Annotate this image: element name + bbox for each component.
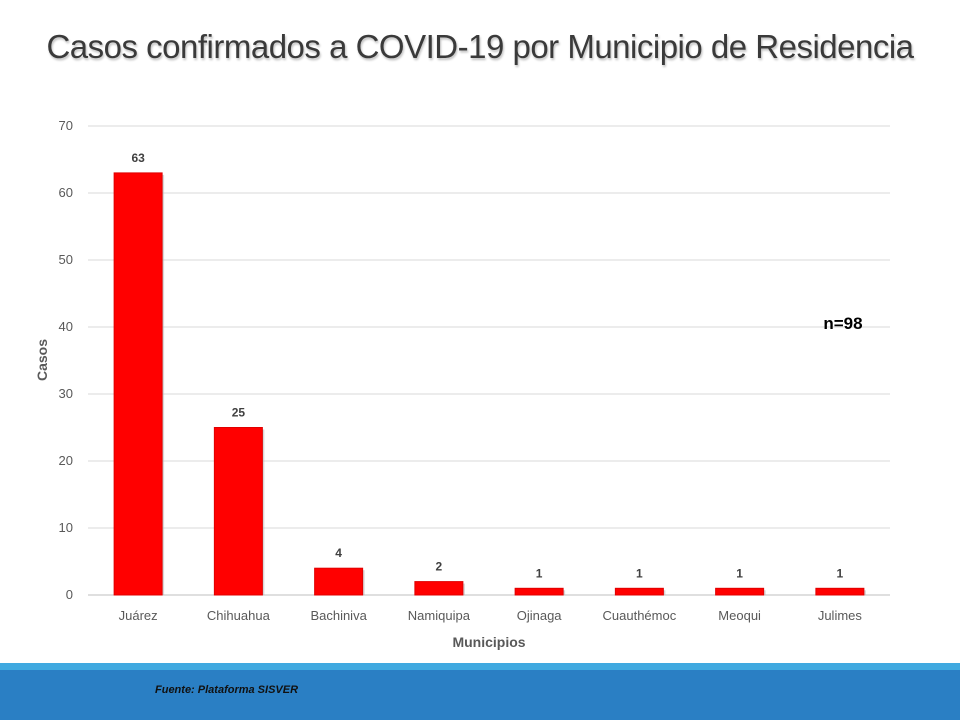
- gridlines: [88, 125, 890, 596]
- y-tick-label: 60: [59, 185, 73, 200]
- x-tick-label: Namiquipa: [408, 608, 471, 623]
- source-note: Fuente: Plataforma SISVER: [155, 684, 299, 696]
- y-tick-label: 30: [59, 386, 73, 401]
- x-tick-label: Bachiniva: [310, 608, 367, 623]
- y-tick-label: 50: [59, 252, 73, 267]
- bar-chart: 0 10 20 30 40 50 60 70 63 25 4 2 1 1 1 1 Juárez Chihuah…: [34, 118, 890, 650]
- bar: [213, 427, 263, 596]
- x-axis-title: Municipios: [452, 634, 525, 650]
- x-tick-label: Cuauthémoc: [603, 608, 677, 623]
- data-label: 4: [335, 546, 342, 560]
- data-label: 1: [536, 566, 543, 580]
- bar: [514, 587, 564, 596]
- x-tick-labels: Juárez Chihuahua Bachiniva Namiquipa Ojinaga…: [119, 608, 863, 623]
- bar: [113, 172, 163, 596]
- data-label: 1: [736, 566, 743, 580]
- y-tick-label: 70: [59, 118, 73, 133]
- x-tick-label: Chihuahua: [207, 608, 271, 623]
- y-tick-label: 10: [59, 520, 73, 535]
- bar: [614, 587, 664, 596]
- bar: [314, 567, 364, 596]
- footer-band: [0, 663, 960, 720]
- x-tick-label: Meoqui: [718, 608, 761, 623]
- bars: [113, 172, 866, 596]
- data-label: 25: [232, 406, 246, 420]
- data-label: 1: [636, 566, 643, 580]
- y-tick-label: 20: [59, 453, 73, 468]
- y-tick-label: 0: [66, 587, 73, 602]
- data-label: 1: [837, 566, 844, 580]
- bar: [815, 587, 865, 596]
- y-tick-labels: 0 10 20 30 40 50 60 70: [59, 118, 73, 602]
- chart-title: Casos confirmados a COVID-19 por Municip…: [46, 28, 914, 65]
- bar: [715, 587, 765, 596]
- x-tick-label: Juárez: [119, 608, 158, 623]
- data-labels: 63 25 4 2 1 1 1 1: [131, 151, 843, 580]
- y-tick-label: 40: [59, 319, 73, 334]
- x-tick-label: Ojinaga: [517, 608, 563, 623]
- sample-size-annotation: n=98: [823, 314, 862, 333]
- y-axis-title: Casos: [34, 339, 50, 381]
- x-tick-label: Julimes: [818, 608, 863, 623]
- data-label: 2: [436, 560, 443, 574]
- bar: [414, 581, 464, 596]
- data-label: 63: [131, 151, 145, 165]
